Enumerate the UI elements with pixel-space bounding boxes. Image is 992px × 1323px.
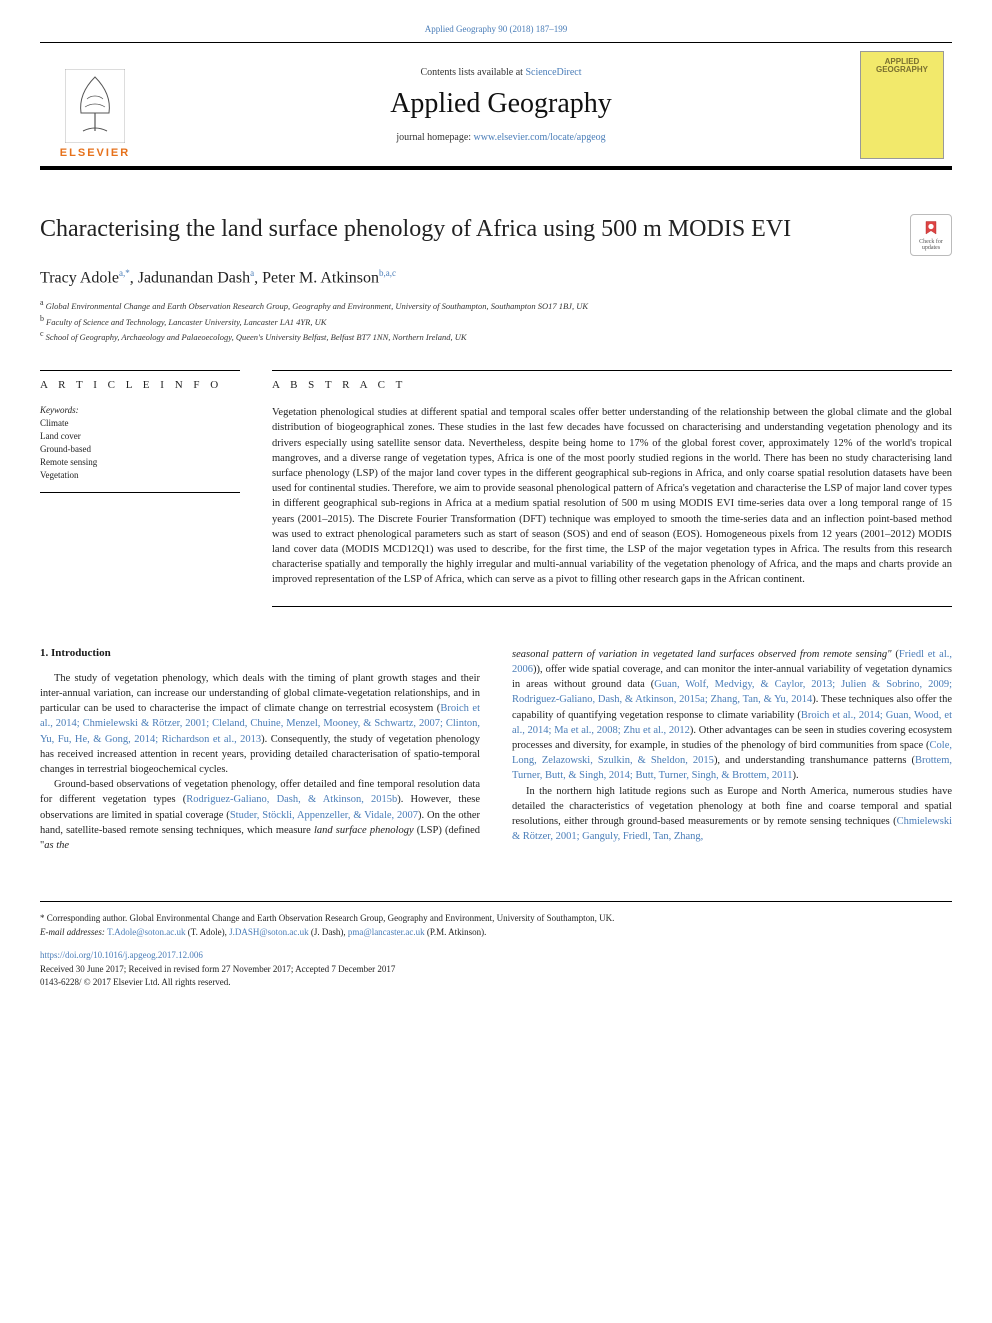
affiliation: aGlobal Environmental Change and Earth O… xyxy=(40,297,952,313)
publisher-name: ELSEVIER xyxy=(60,147,130,159)
abstract-text: Vegetation phenological studies at diffe… xyxy=(272,405,952,607)
keywords-list: ClimateLand coverGround-basedRemote sens… xyxy=(40,417,240,482)
author-affil-sup: a,* xyxy=(119,268,130,278)
affil-sup: a xyxy=(40,298,44,307)
contents-prefix: Contents lists available at xyxy=(420,67,525,78)
author-name: Jadunandan Dash xyxy=(138,269,250,286)
affil-sup: b xyxy=(40,314,44,323)
elsevier-logo: ELSEVIER xyxy=(49,51,141,159)
body-columns: 1. Introduction The study of vegetation … xyxy=(40,647,952,854)
elsevier-tree-icon xyxy=(65,69,125,143)
article-info-column: A R T I C L E I N F O Keywords: ClimateL… xyxy=(40,370,240,607)
email-who: (J. Dash), xyxy=(309,927,348,937)
article-title: Characterising the land surface phenolog… xyxy=(40,214,898,244)
keyword: Vegetation xyxy=(40,469,240,482)
p2-em-asthe: as the xyxy=(44,840,69,851)
masthead-center: Contents lists available at ScienceDirec… xyxy=(150,43,852,166)
contents-line: Contents lists available at ScienceDirec… xyxy=(420,67,581,78)
author-affil-sup: a xyxy=(250,268,254,278)
email-link[interactable]: J.DASH@soton.ac.uk xyxy=(229,927,309,937)
copyright-line: 0143-6228/ © 2017 Elsevier Ltd. All righ… xyxy=(40,976,952,990)
keyword: Remote sensing xyxy=(40,456,240,469)
homepage-prefix: journal homepage: xyxy=(396,132,473,143)
email-line: E-mail addresses: T.Adole@soton.ac.uk (T… xyxy=(40,926,952,940)
keywords-label: Keywords: xyxy=(40,405,240,415)
intro-p3: In the northern high latitude regions su… xyxy=(512,784,952,845)
emails-label: E-mail addresses: xyxy=(40,927,107,937)
p3-a: In the northern high latitude regions su… xyxy=(512,786,952,827)
corr-text: * Corresponding author. Global Environme… xyxy=(40,913,614,923)
intro-p2-cont: seasonal pattern of variation in vegetat… xyxy=(512,647,952,784)
check-updates-label: Check for updates xyxy=(911,239,951,251)
journal-reference: Applied Geography 90 (2018) 187–199 xyxy=(40,24,952,34)
publisher-logo-cell: ELSEVIER xyxy=(40,43,150,166)
body-col-right: seasonal pattern of variation in vegetat… xyxy=(512,647,952,854)
affil-sup: c xyxy=(40,329,44,338)
info-abstract-row: A R T I C L E I N F O Keywords: ClimateL… xyxy=(40,370,952,607)
p2c-em: seasonal pattern of variation in vegetat… xyxy=(512,649,892,660)
keyword: Ground-based xyxy=(40,443,240,456)
journal-name: Applied Geography xyxy=(390,88,612,120)
keyword: Land cover xyxy=(40,430,240,443)
citation-link[interactable]: Studer, Stöckli, Appenzeller, & Vidale, … xyxy=(230,810,418,821)
p2-em-lsp: land surface phenology xyxy=(314,825,414,836)
affiliation: cSchool of Geography, Archaeology and Pa… xyxy=(40,328,952,344)
footer: * Corresponding author. Global Environme… xyxy=(40,901,952,990)
journal-cover-title-2: GEOGRAPHY xyxy=(876,66,928,75)
author-list: Tracy Adolea,*, Jadunandan Dasha, Peter … xyxy=(40,268,952,287)
affil-text: School of Geography, Archaeology and Pal… xyxy=(46,332,467,342)
homepage-line: journal homepage: www.elsevier.com/locat… xyxy=(396,132,605,143)
author-name: Peter M. Atkinson xyxy=(262,269,379,286)
masthead: ELSEVIER Contents lists available at Sci… xyxy=(40,42,952,170)
abstract-heading: A B S T R A C T xyxy=(272,370,952,391)
citation-link[interactable]: Rodriguez-Galiano, Dash, & Atkinson, 201… xyxy=(186,794,397,805)
journal-cover-cell: APPLIED GEOGRAPHY xyxy=(852,43,952,166)
author-affil-sup: b,a,c xyxy=(379,268,396,278)
article-info-heading: A R T I C L E I N F O xyxy=(40,370,240,391)
author-name: Tracy Adole xyxy=(40,269,119,286)
email-who: (P.M. Atkinson). xyxy=(425,927,487,937)
affiliation-list: aGlobal Environmental Change and Earth O… xyxy=(40,297,952,344)
affil-text: Global Environmental Change and Earth Ob… xyxy=(46,301,588,311)
bookmark-check-icon xyxy=(921,219,941,239)
affiliation: bFaculty of Science and Technology, Lanc… xyxy=(40,313,952,329)
journal-cover: APPLIED GEOGRAPHY xyxy=(860,51,944,159)
check-for-updates-badge[interactable]: Check for updates xyxy=(910,214,952,256)
body-col-left: 1. Introduction The study of vegetation … xyxy=(40,647,480,854)
p2c-e: ), and understanding transhumance patter… xyxy=(714,755,915,766)
doi-link[interactable]: https://doi.org/10.1016/j.apgeog.2017.12… xyxy=(40,949,952,963)
email-link[interactable]: pma@lancaster.ac.uk xyxy=(348,927,425,937)
sciencedirect-link[interactable]: ScienceDirect xyxy=(525,67,581,78)
intro-p1: The study of vegetation phenology, which… xyxy=(40,671,480,778)
affil-text: Faculty of Science and Technology, Lanca… xyxy=(46,317,326,327)
homepage-link[interactable]: www.elsevier.com/locate/apgeog xyxy=(474,132,606,143)
article-header: Characterising the land surface phenolog… xyxy=(40,214,952,344)
section-1-heading: 1. Introduction xyxy=(40,647,480,659)
email-link[interactable]: T.Adole@soton.ac.uk xyxy=(107,927,185,937)
p1-text-a: The study of vegetation phenology, which… xyxy=(40,673,480,714)
corresponding-author: * Corresponding author. Global Environme… xyxy=(40,912,952,926)
intro-p2: Ground-based observations of vegetation … xyxy=(40,777,480,853)
keyword: Climate xyxy=(40,417,240,430)
dates-line: Received 30 June 2017; Received in revis… xyxy=(40,963,952,977)
p2c-f: ). xyxy=(792,770,798,781)
abstract-column: A B S T R A C T Vegetation phenological … xyxy=(272,370,952,607)
email-who: (T. Adole), xyxy=(186,927,230,937)
p2c-a: ( xyxy=(892,649,899,660)
